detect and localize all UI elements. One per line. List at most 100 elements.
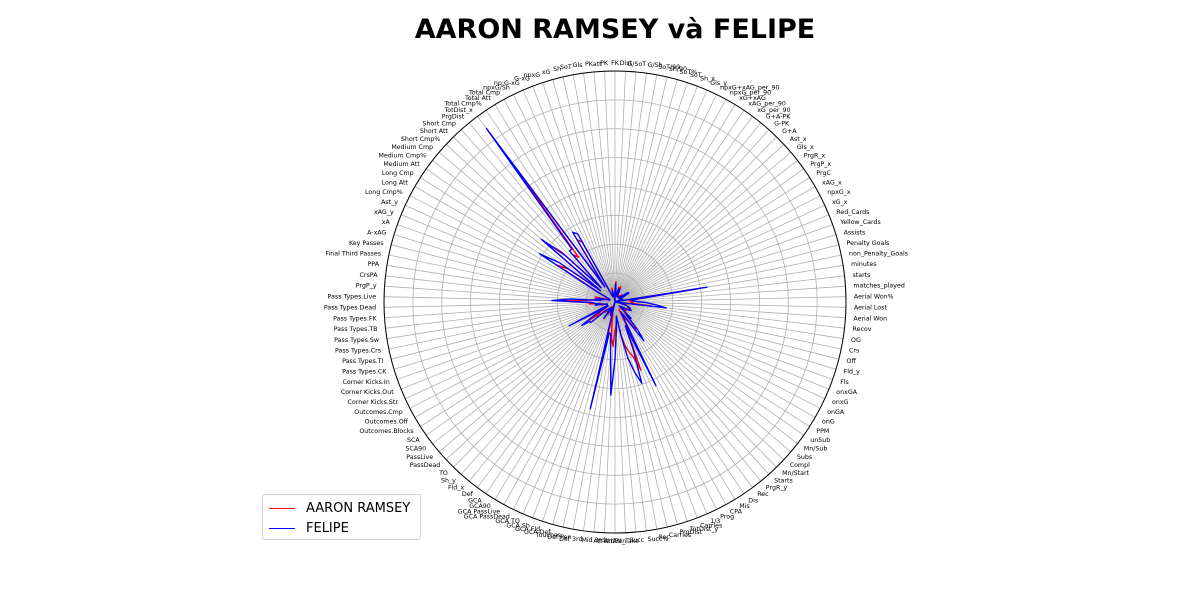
axis-tick-label: Long Att (382, 180, 409, 187)
axis-tick-label: Rec (757, 491, 769, 498)
axis-tick-label: Pass Types.Dead (324, 304, 376, 311)
grid-spoke (513, 94, 616, 303)
axis-tick-label: PassLive (406, 454, 433, 461)
radar-grid (383, 70, 847, 534)
axis-tick-label: GCA PassDead (464, 514, 510, 521)
axis-tick-label: Pass Types.TB (334, 326, 378, 333)
axis-tick-label: Def 3rd (559, 536, 582, 543)
axis-tick-label: npxG (523, 72, 540, 79)
grid-spoke (384, 301, 616, 308)
axis-tick-label: GCA Fld (515, 526, 540, 533)
axis-tick-label: Dis (748, 497, 758, 504)
grid-spoke (614, 301, 804, 436)
grid-spoke (485, 110, 616, 303)
grid-spoke (614, 301, 626, 533)
axis-tick-label: npxG/Sh (483, 84, 510, 91)
axis-tick-label: minutes (851, 261, 877, 268)
axis-tick-label: G-PK (774, 121, 790, 128)
grid-spoke (614, 301, 736, 500)
grid-spoke (388, 254, 616, 303)
grid-spoke (614, 301, 678, 525)
grid-spoke (453, 136, 616, 303)
grid-spoke (388, 301, 616, 350)
grid-spoke (614, 74, 658, 303)
legend-swatch-0 (269, 507, 295, 509)
axis-tick-label: PKatt (585, 61, 602, 68)
axis-tick-label: SoT (560, 64, 572, 71)
axis-tick-label: Def Pen (547, 534, 571, 541)
grid-spoke (460, 301, 616, 475)
axis-tick-label: SCA90 (405, 446, 426, 453)
axis-tick-label: Fls (840, 379, 849, 386)
axis-tick-label: Sh/90 (669, 66, 687, 73)
axis-tick-label: xA (382, 219, 391, 226)
series-line-1 (485, 127, 708, 410)
series-layer (485, 127, 708, 410)
grid-spoke (552, 79, 616, 303)
axis-tick-label: Sh_y (441, 477, 456, 484)
grid-spoke (614, 301, 637, 533)
chart-title: AARON RAMSEY và FELIPE (414, 14, 816, 45)
grid-spoke (614, 234, 837, 303)
axis-tick-label: Pass Types.FK (333, 315, 377, 322)
grid-spoke (614, 204, 825, 303)
axis-tick-label: Outcomes.Cmp (354, 409, 403, 416)
grid-spoke (386, 301, 616, 340)
grid-spoke (614, 301, 798, 445)
axis-tick-label: CPA (730, 509, 743, 516)
axis-tick-label: Prog (720, 514, 734, 521)
grid-spoke (614, 82, 688, 303)
axis-tick-label: starts (853, 272, 871, 279)
grid-spoke (614, 301, 792, 453)
grid-spoke (614, 301, 647, 531)
axis-tick-label: Final Third Passes (325, 250, 381, 257)
grid-spoke (614, 89, 708, 303)
grid-spoke (532, 301, 616, 518)
axis-tick-label: Total Cmp (468, 89, 500, 96)
axis-tick-label: xAG_per_90 (748, 101, 786, 108)
grid-spoke (477, 301, 616, 488)
grid-spoke (614, 301, 837, 370)
axis-tick-label: G/Sh (648, 62, 663, 69)
axis-tick-label: xG_x (832, 199, 848, 206)
grid-spoke (614, 254, 842, 303)
axis-tick-label: Succ (629, 537, 644, 544)
grid-spoke (614, 275, 845, 303)
legend-item-0: AARON RAMSEY (269, 498, 420, 518)
axis-tick-label: onGA (827, 409, 845, 416)
grid-spoke (409, 195, 616, 303)
axis-tick-label: Assists (844, 229, 866, 236)
axis-tick-label: PPM (816, 428, 829, 435)
axis-tick-label: xG+xAG (739, 95, 766, 102)
axis-tick-label: onG (822, 419, 835, 426)
axis-tick-label: Corner Kicks.In (342, 379, 389, 386)
axis-tick-label: GCA PassLive (458, 509, 501, 516)
grid-spoke (614, 144, 785, 303)
grid-spoke (614, 296, 846, 303)
grid-spoke (614, 301, 785, 460)
grid-spoke (385, 275, 616, 303)
axis-tick-label: Gls_y (710, 80, 727, 87)
axis-tick-label: xG_per_90 (757, 107, 790, 114)
grid-spoke (614, 301, 833, 380)
grid-spoke (614, 116, 753, 303)
axis-tick-label: Mid 3rd (581, 537, 605, 544)
axis-tick-label: Sh_x (700, 76, 715, 83)
grid-spoke (614, 159, 798, 303)
legend-label-1: FELIPE (306, 520, 349, 536)
grid-spoke (414, 301, 616, 418)
axis-tick-label: Dist (620, 60, 633, 67)
axis-tick-label: PrgR_y (766, 484, 788, 491)
axis-tick-label: CrsPA (360, 272, 379, 279)
grid-spoke (614, 301, 810, 427)
axis-tick-label: Gls_x (797, 144, 814, 151)
grid-spoke (405, 301, 616, 400)
grid-spoke (420, 301, 616, 427)
grid-spoke (614, 76, 668, 303)
axis-tick-label: PK (600, 60, 609, 67)
axis-tick-label: SoT (690, 72, 702, 79)
axis-tick-label: Rec (658, 534, 670, 541)
axis-tick-label: Outcomes.Off (365, 419, 409, 426)
axis-tick-label: Yellow_Cards (839, 219, 881, 226)
